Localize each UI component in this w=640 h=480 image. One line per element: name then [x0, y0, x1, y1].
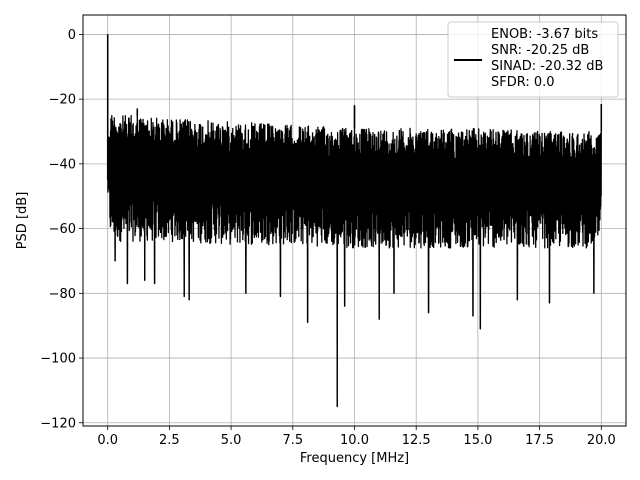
y-axis-ticks: 0 −20 −40 −60 −80 −100 −120 — [40, 28, 83, 431]
x-tick-label: 12.5 — [402, 433, 431, 448]
legend-enob: ENOB: -3.67 bits — [491, 27, 598, 42]
psd-trace — [107, 34, 602, 408]
legend: ENOB: -3.67 bits SNR: -20.25 dB SINAD: -… — [447, 21, 619, 98]
y-tick-label: −120 — [40, 416, 76, 431]
psd-series — [106, 34, 603, 408]
x-tick-label: 7.5 — [282, 433, 303, 448]
y-tick-label: −40 — [49, 157, 76, 172]
y-tick-label: −80 — [49, 287, 76, 302]
x-tick-label: 17.5 — [525, 433, 554, 448]
y-tick-label: −100 — [40, 352, 76, 367]
x-tick-label: 2.5 — [159, 433, 180, 448]
x-axis-ticks: 0.0 2.5 5.0 7.5 10.0 12.5 15.0 17.5 20.0 — [97, 426, 616, 448]
x-tick-label: 20.0 — [587, 433, 616, 448]
x-tick-label: 0.0 — [97, 433, 118, 448]
legend-box — [447, 21, 619, 98]
y-tick-label: 0 — [68, 28, 76, 43]
y-axis-label: PSD [dB] — [15, 192, 30, 250]
x-tick-label: 10.0 — [340, 433, 369, 448]
x-axis-label: Frequency [MHz] — [300, 451, 409, 466]
x-tick-label: 5.0 — [221, 433, 242, 448]
y-tick-label: −60 — [49, 222, 76, 237]
legend-sfdr: SFDR: 0.0 — [491, 75, 555, 90]
legend-snr: SNR: -20.25 dB — [491, 43, 589, 58]
x-tick-label: 15.0 — [463, 433, 492, 448]
y-tick-label: −20 — [49, 93, 76, 108]
legend-sinad: SINAD: -20.32 dB — [491, 59, 603, 74]
